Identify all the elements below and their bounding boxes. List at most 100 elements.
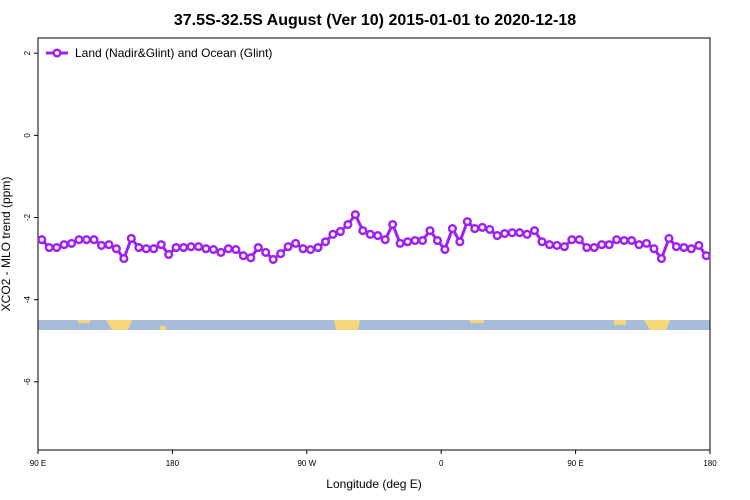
point	[141, 244, 151, 254]
point	[701, 251, 711, 261]
x-tick-label: 90 E	[567, 459, 583, 468]
point	[119, 254, 129, 264]
point	[656, 254, 667, 264]
point	[156, 240, 166, 250]
point	[507, 228, 517, 238]
point	[522, 229, 532, 239]
y-tick-label: 2	[23, 50, 32, 55]
point	[216, 247, 226, 257]
x-tick-label: 180	[703, 459, 717, 468]
point	[52, 242, 62, 253]
x-tick-label: 90 E	[30, 459, 46, 468]
point	[223, 244, 233, 254]
point	[395, 238, 405, 248]
point	[500, 228, 510, 239]
point	[582, 242, 592, 253]
point	[283, 242, 293, 252]
point	[686, 244, 696, 254]
point	[81, 235, 92, 245]
point	[432, 235, 443, 246]
point	[612, 235, 622, 245]
x-tick-label: 180	[166, 459, 180, 468]
point	[276, 249, 286, 259]
point	[246, 253, 256, 263]
y-tick-label: 0	[23, 133, 32, 138]
point	[111, 244, 121, 254]
point	[559, 242, 569, 252]
point	[567, 235, 577, 245]
point	[201, 244, 211, 254]
point	[208, 244, 219, 255]
point	[186, 242, 196, 252]
point	[104, 240, 114, 250]
y-tick-label: -2	[23, 213, 32, 221]
point	[447, 224, 457, 234]
point	[37, 235, 47, 245]
point	[627, 235, 637, 246]
point	[485, 224, 495, 234]
point	[664, 233, 674, 244]
point	[552, 240, 562, 250]
point	[671, 242, 681, 252]
point	[291, 238, 301, 248]
point	[410, 235, 420, 246]
point	[231, 244, 241, 255]
point	[96, 240, 107, 250]
point	[126, 233, 136, 244]
point	[305, 244, 316, 255]
point	[641, 238, 652, 248]
x-tick-label: 0	[439, 459, 444, 468]
point	[89, 235, 99, 245]
point	[634, 240, 644, 250]
point	[261, 247, 271, 257]
point	[67, 238, 77, 248]
point	[193, 242, 204, 252]
point	[544, 240, 555, 250]
map-strip	[38, 320, 710, 330]
point	[455, 237, 465, 247]
legend-label: Land (Nadir&Glint) and Ocean (Glint)	[75, 46, 272, 60]
point	[350, 210, 360, 220]
point	[358, 226, 368, 236]
point	[74, 235, 84, 245]
point	[298, 244, 308, 254]
chart-title: 37.5S-32.5S August (Ver 10) 2015-01-01 t…	[174, 12, 576, 29]
point	[649, 244, 659, 254]
point	[44, 242, 54, 253]
point	[313, 242, 323, 253]
point	[604, 240, 614, 250]
point	[417, 235, 428, 246]
point	[134, 242, 144, 253]
point	[253, 242, 263, 253]
point	[238, 251, 248, 261]
point	[365, 229, 375, 239]
point	[179, 242, 189, 253]
point	[694, 240, 704, 250]
point	[403, 237, 413, 247]
point	[515, 228, 525, 238]
x-axis-label: Longitude (deg E)	[326, 477, 421, 491]
point	[589, 242, 599, 253]
point	[425, 226, 435, 236]
point	[574, 235, 584, 245]
point	[492, 231, 502, 241]
plot-frame	[37, 37, 711, 451]
point	[470, 224, 480, 234]
legend-marker	[52, 48, 62, 58]
point	[388, 219, 398, 230]
point	[597, 240, 607, 250]
point	[440, 244, 450, 255]
point	[462, 217, 472, 227]
point	[537, 237, 547, 247]
point	[380, 235, 390, 245]
point	[149, 244, 159, 254]
point	[171, 242, 181, 253]
point	[320, 237, 331, 247]
point	[268, 254, 278, 264]
point	[164, 249, 174, 260]
point	[529, 226, 540, 236]
point	[679, 242, 689, 253]
x-tick-label: 90 W	[297, 459, 316, 468]
point	[343, 219, 353, 230]
